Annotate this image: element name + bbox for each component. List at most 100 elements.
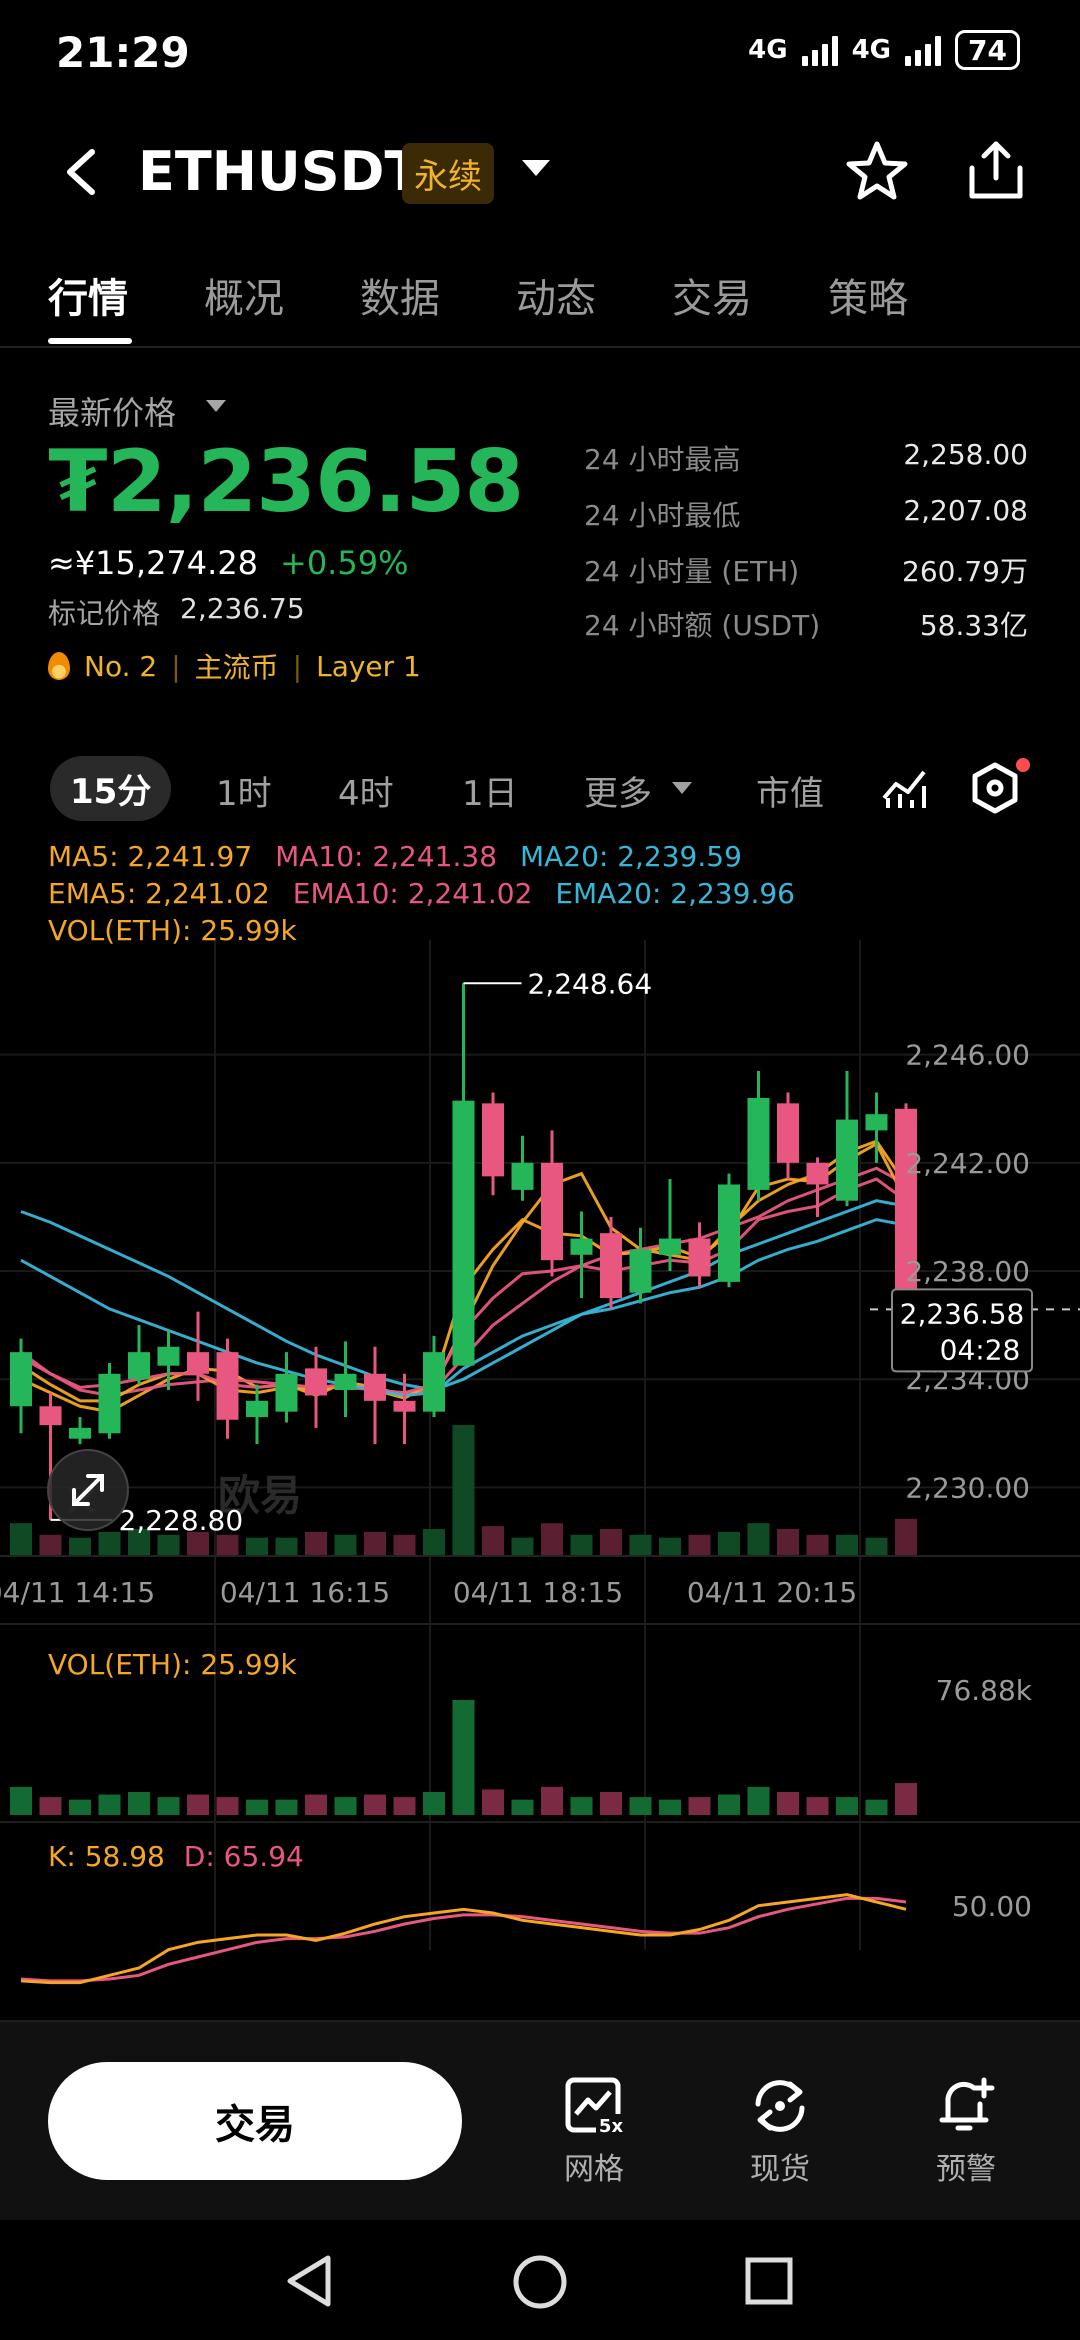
back-icon[interactable] [62, 148, 102, 196]
stat-volume-label: 24 小时量 (ETH) [584, 555, 800, 588]
nav-recents-icon[interactable] [744, 2256, 794, 2306]
volume-pane-bar [806, 1797, 829, 1815]
symbol-title[interactable]: ETHUSDT [138, 140, 422, 203]
volume-bar [629, 1534, 652, 1555]
volume-pane-bar [69, 1799, 91, 1815]
interval-15m[interactable]: 15分 [50, 756, 172, 821]
candle-body [246, 1400, 268, 1418]
candle [216, 1338, 239, 1439]
volume-pane-bar [39, 1797, 62, 1815]
candle-body [10, 1352, 32, 1407]
tag-rank[interactable]: No. 2 [84, 649, 158, 683]
candle [98, 1362, 121, 1439]
tag-category[interactable]: 主流币 [194, 651, 279, 684]
y-tick-label: 2,242.00 [905, 1147, 1030, 1180]
alert-button[interactable]: 预警 [906, 2074, 1026, 2188]
volume-bar [246, 1537, 268, 1555]
stat-turnover-value: 58.33亿 [919, 609, 1028, 642]
volume-bars [10, 1700, 917, 1815]
candle-body [895, 1108, 917, 1310]
legend-ema20: EMA20: 2,239.96 [555, 877, 795, 910]
candle-body [364, 1373, 386, 1401]
candle [482, 1092, 504, 1196]
status-time: 21:29 [56, 28, 190, 77]
volume-bar [659, 1537, 681, 1555]
candle-body [836, 1119, 858, 1201]
candle-countdown: 04:28 [940, 1333, 1021, 1366]
perpetual-badge: 永续 [402, 143, 494, 204]
x-tick-label: 04/11 18:15 [453, 1576, 623, 1609]
latest-price-label[interactable]: 最新价格 [48, 394, 177, 432]
candle [629, 1227, 652, 1304]
more-caret-icon[interactable] [672, 782, 692, 794]
high-label: 2,248.64 [528, 967, 653, 1000]
spot-button[interactable]: 现货 [720, 2074, 840, 2188]
candle-body [69, 1427, 91, 1439]
candle [865, 1092, 888, 1163]
battery-icon: 74 [955, 30, 1020, 70]
tab-strategy[interactable]: 策略 [828, 276, 908, 322]
candle [393, 1373, 416, 1445]
volume-bar [275, 1537, 298, 1555]
favorite-star-icon[interactable] [846, 140, 908, 202]
candle [600, 1216, 622, 1309]
tab-market[interactable]: 行情 [48, 276, 128, 322]
fire-icon [48, 652, 70, 680]
volume-bar [600, 1529, 622, 1555]
interval-1h[interactable]: 1时 [216, 774, 272, 814]
legend-row-ema[interactable]: EMA5: 2,241.02 EMA10: 2,241.02 EMA20: 2,… [48, 877, 795, 910]
candle-body [511, 1162, 534, 1190]
tab-underline [48, 338, 132, 344]
candle [718, 1173, 740, 1288]
tab-data[interactable]: 数据 [360, 276, 440, 322]
fullscreen-button[interactable] [47, 1449, 129, 1531]
volume-pane-bar [157, 1797, 180, 1815]
market-cap-toggle[interactable]: 市值 [756, 774, 824, 814]
interval-4h[interactable]: 4时 [338, 774, 394, 814]
candle-body [305, 1368, 327, 1396]
grid-badge: 5x [599, 2116, 624, 2137]
network-label-2: 4G [851, 35, 892, 65]
volume-bar [895, 1518, 917, 1555]
spot-label: 现货 [750, 2152, 810, 2187]
tab-trade[interactable]: 交易 [672, 276, 752, 322]
settings-icon[interactable] [970, 762, 1020, 814]
latest-price-caret-icon[interactable] [206, 400, 226, 412]
candle [128, 1325, 150, 1385]
battery-level: 74 [968, 33, 1007, 67]
symbol-dropdown-icon[interactable] [522, 160, 550, 176]
volume-pane-bar [895, 1783, 917, 1815]
bell-plus-icon [939, 2077, 995, 2131]
nav-back-icon[interactable] [284, 2254, 334, 2308]
interval-more[interactable]: 更多 [584, 774, 652, 814]
candle-body [39, 1406, 62, 1426]
legend-row-ma[interactable]: MA5: 2,241.97 MA10: 2,241.38 MA20: 2,239… [48, 840, 742, 873]
trade-button[interactable]: 交易 [48, 2062, 462, 2180]
x-tick-label: 04/11 16:15 [220, 1576, 390, 1609]
volume-pane-bar [334, 1797, 357, 1815]
indicator-chart-icon[interactable] [880, 764, 928, 812]
volume-bar [806, 1534, 829, 1555]
nav-home-icon[interactable] [512, 2254, 568, 2310]
candle [187, 1311, 209, 1401]
tab-overview[interactable]: 概况 [204, 276, 284, 322]
candle-body [334, 1373, 357, 1391]
volume-bar [423, 1529, 445, 1555]
interval-bar: 15分 1时 4时 1日 更多 市值 [0, 750, 1080, 830]
price-chart[interactable]: ✕ 欧易 2,246.002,242.002,238.002,234.002,2… [0, 830, 1080, 2020]
share-icon[interactable] [964, 138, 1028, 202]
volume-bar [39, 1534, 62, 1555]
candle [10, 1338, 32, 1434]
tab-news[interactable]: 动态 [516, 276, 596, 322]
interval-1d[interactable]: 1日 [462, 774, 518, 814]
volume-pane-bar [777, 1792, 799, 1815]
stat-high-value: 2,258.00 [903, 438, 1028, 471]
volume-bar [777, 1529, 799, 1555]
volume-pane-bar [98, 1794, 121, 1815]
candle [69, 1417, 91, 1445]
y-tick-label: 2,230.00 [905, 1471, 1030, 1504]
signal-icon [801, 34, 838, 66]
stat-low-label: 24 小时最低 [584, 499, 741, 532]
tag-layer[interactable]: Layer 1 [316, 649, 421, 683]
grid-button[interactable]: 5x 网格 [534, 2074, 654, 2188]
